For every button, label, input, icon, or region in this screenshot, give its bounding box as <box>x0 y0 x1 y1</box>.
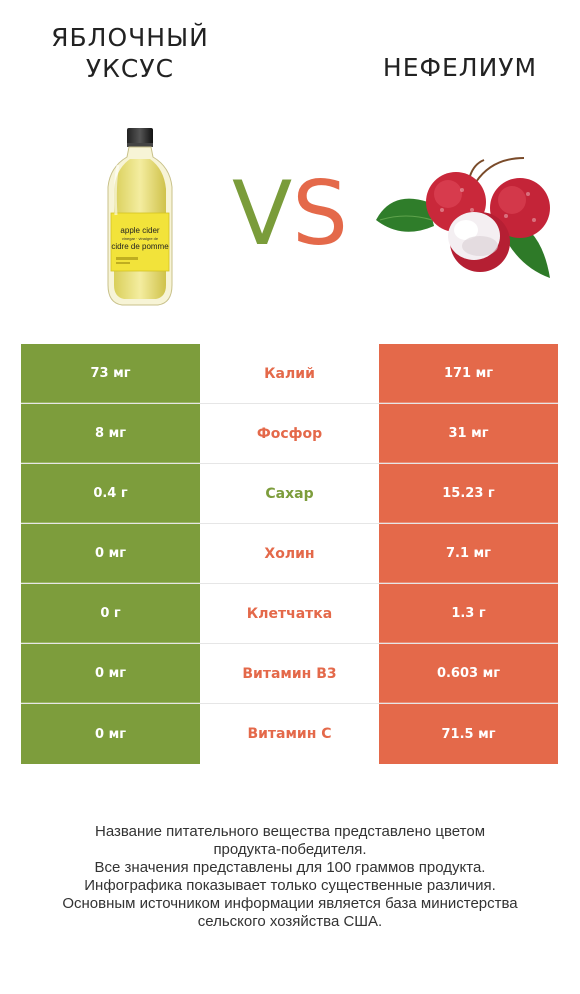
footer-line: Название питательного вещества представл… <box>94 823 486 840</box>
table-row: 0 г Клетчатка 1.3 г <box>21 584 558 644</box>
table-row: 0 мг Холин 7.1 мг <box>21 524 558 584</box>
table-row: 8 мг Фосфор 31 мг <box>21 404 558 464</box>
table-row: 73 мг Калий 171 мг <box>21 344 558 404</box>
nutrient-name: Витамин C <box>200 704 379 764</box>
nutrient-name: Холин <box>200 524 379 583</box>
bottle-label-text-3: cidre de pomme <box>111 242 169 251</box>
versus-label: VS <box>222 166 358 262</box>
nutrient-comparison-table: 73 мг Калий 171 мг 8 мг Фосфор 31 мг 0.4… <box>21 344 558 764</box>
versus-v: V <box>231 162 293 265</box>
table-row: 0 мг Витамин C 71.5 мг <box>21 704 558 764</box>
left-value: 0 мг <box>21 524 200 583</box>
right-product-title: НЕФЕЛИУМ <box>382 53 538 82</box>
right-value: 71.5 мг <box>379 704 558 764</box>
right-value: 171 мг <box>379 344 558 403</box>
footer-line: сельского хозяйства США. <box>197 913 383 930</box>
right-value: 1.3 г <box>379 584 558 643</box>
footer-line: Все значения представлены для 100 граммо… <box>94 859 486 876</box>
apple-cider-vinegar-bottle-image: apple cider vinegar · vinaigre de cidre … <box>107 128 173 306</box>
nutrient-name: Калий <box>200 344 379 403</box>
right-value: 7.1 мг <box>379 524 558 583</box>
versus-s: S <box>292 162 349 265</box>
nutrient-name: Фосфор <box>200 404 379 463</box>
left-product-title-line1: ЯБЛОЧНЫЙ <box>51 23 209 52</box>
nutrient-name: Сахар <box>200 464 379 523</box>
right-value: 0.603 мг <box>379 644 558 703</box>
left-value: 0 мг <box>21 704 200 764</box>
lychee-fruit-image <box>376 157 550 278</box>
footer-line: Основным источником информации является … <box>62 895 518 912</box>
nutrient-name: Витамин B3 <box>200 644 379 703</box>
footer-notes: Название питательного вещества представл… <box>20 823 560 931</box>
left-value: 0.4 г <box>21 464 200 523</box>
footer-line: продукта-победителя. <box>213 841 367 858</box>
table-row: 0.4 г Сахар 15.23 г <box>21 464 558 524</box>
right-value: 15.23 г <box>379 464 558 523</box>
left-value: 0 мг <box>21 644 200 703</box>
left-value: 0 г <box>21 584 200 643</box>
bottle-label-text-1: apple cider <box>120 226 159 235</box>
nutrient-name: Клетчатка <box>200 584 379 643</box>
footer-line: Инфографика показывает только существенн… <box>84 877 496 894</box>
left-value: 73 мг <box>21 344 200 403</box>
left-value: 8 мг <box>21 404 200 463</box>
right-value: 31 мг <box>379 404 558 463</box>
left-product-title-line2: УКСУС <box>85 54 175 83</box>
table-row: 0 мг Витамин B3 0.603 мг <box>21 644 558 704</box>
left-product-title: ЯБЛОЧНЫЙ УКСУС <box>20 22 240 84</box>
bottle-label-text-2: vinegar · vinaigre de <box>122 236 159 241</box>
